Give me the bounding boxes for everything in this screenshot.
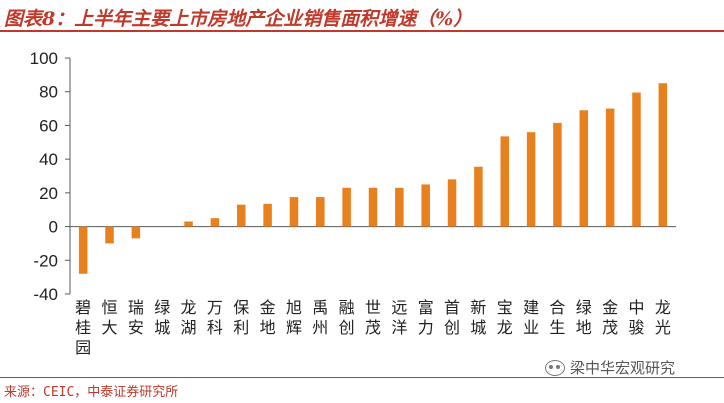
wechat-icon <box>545 359 565 376</box>
y-tick-label: 40 <box>39 150 58 169</box>
bar <box>579 110 589 227</box>
watermark-text: 梁中华宏观研究 <box>570 359 676 377</box>
bar <box>184 221 193 227</box>
bar-chart: -40 -20 0 20 40 60 80 100 碧桂园恒大瑞安绿城龙湖万科保利金地旭辉禹州融… <box>30 49 676 357</box>
bar <box>395 187 404 227</box>
x-tick-label: 绿地 <box>576 298 592 337</box>
x-tick-label: 合生 <box>549 298 565 337</box>
x-tick-label: 绿城 <box>154 298 170 337</box>
y-tick-label: -40 <box>33 285 58 304</box>
x-tick-label: 万科 <box>207 298 223 337</box>
x-tick-label: 富力 <box>418 298 434 337</box>
x-tick-label: 融创 <box>339 298 355 337</box>
bar <box>105 226 114 244</box>
x-tick-label: 中骏 <box>628 298 644 337</box>
y-tick-label: -20 <box>33 251 58 270</box>
source-note: 来源：CEIC，中泰证券研究所 <box>4 385 179 400</box>
title-bar: 图表8：上半年主要上市房地产企业销售面积增速（%） <box>0 0 724 32</box>
bar <box>263 203 272 227</box>
y-tick-label: 0 <box>49 218 58 237</box>
bar <box>316 197 325 227</box>
bar <box>500 136 509 227</box>
bar <box>658 83 668 227</box>
bar <box>605 108 615 227</box>
x-tick-label: 建业 <box>523 298 539 337</box>
bar <box>553 122 562 227</box>
bar <box>78 226 88 274</box>
x-tick-label: 新城 <box>470 298 486 337</box>
bar <box>421 184 430 227</box>
x-tick-label: 远洋 <box>391 298 407 337</box>
x-tick-label: 宝龙 <box>497 298 513 337</box>
x-tick-label: 旭辉 <box>286 298 302 337</box>
x-tick-label: 恒大 <box>102 298 118 337</box>
x-tick-label: 碧桂园 <box>75 298 91 357</box>
x-tick-label: 龙湖 <box>181 298 197 337</box>
bar <box>526 132 536 227</box>
y-tick-label: 60 <box>39 116 58 135</box>
bar <box>632 92 641 227</box>
x-tick-label: 瑞安 <box>128 298 144 337</box>
x-tick-label: 金茂 <box>602 298 618 337</box>
footer-divider <box>0 377 724 378</box>
x-tick-label: 金地 <box>260 298 276 337</box>
bar <box>131 226 141 239</box>
watermark: 梁中华宏观研究 <box>545 357 675 378</box>
x-tick-label: 禹州 <box>312 298 328 337</box>
bar <box>474 166 483 227</box>
bar <box>447 179 457 227</box>
bar <box>237 204 246 227</box>
y-tick-label: 100 <box>30 49 58 68</box>
chart-title: 图表8：上半年主要上市房地产企业销售面积增速（%） <box>4 8 473 30</box>
x-tick-label: 龙光 <box>655 298 671 337</box>
bar <box>210 218 220 227</box>
bar <box>342 187 351 227</box>
bar <box>368 187 378 227</box>
y-tick-label: 80 <box>39 83 58 102</box>
x-tick-label: 保利 <box>233 298 249 337</box>
y-tick-label: 20 <box>39 184 58 203</box>
x-tick-label: 首创 <box>444 298 460 337</box>
bar <box>289 197 299 227</box>
x-tick-label: 世茂 <box>365 298 381 337</box>
